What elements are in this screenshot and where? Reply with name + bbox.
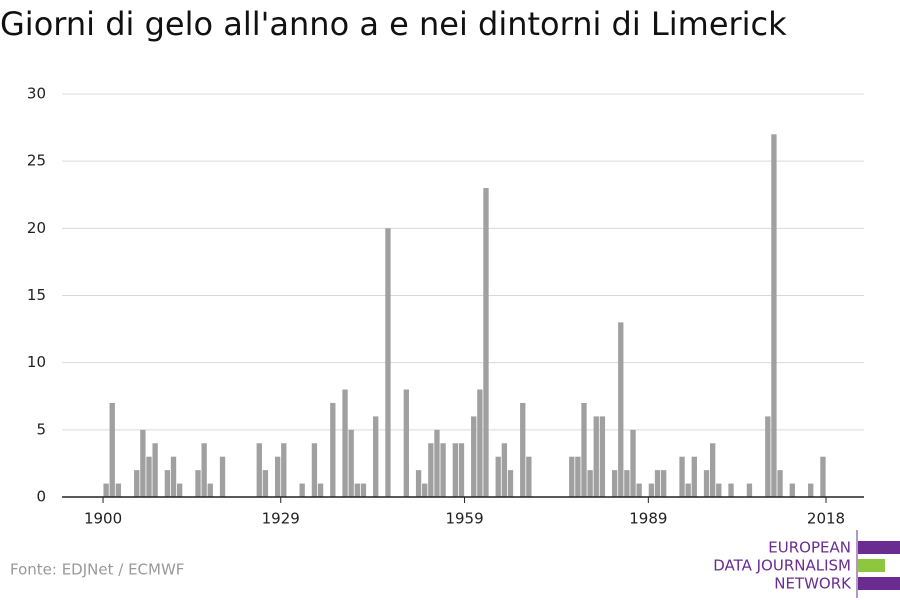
chart-title: Giorni di gelo all'anno a e nei dintorni…	[0, 5, 787, 43]
bar	[520, 402, 526, 497]
bar	[115, 483, 122, 497]
bar	[526, 456, 532, 497]
bar	[765, 416, 771, 497]
logo-line: DATA JOURNALISM	[713, 557, 851, 575]
bar	[507, 470, 514, 497]
bar	[636, 483, 642, 497]
bar	[624, 470, 630, 497]
bar	[311, 443, 318, 497]
bar	[275, 456, 281, 497]
bar	[483, 188, 489, 498]
bar	[618, 322, 624, 497]
bar	[771, 134, 777, 498]
bar	[109, 402, 115, 497]
bar	[820, 456, 826, 497]
bar	[630, 429, 636, 497]
bar	[789, 483, 795, 497]
bar	[648, 483, 655, 497]
bar	[207, 483, 213, 497]
bar	[710, 443, 716, 497]
bar	[348, 429, 354, 497]
y-tick-label: 20	[27, 219, 46, 237]
bar	[685, 483, 691, 497]
bar	[575, 456, 581, 497]
bar	[434, 429, 440, 497]
logo-bar	[858, 577, 900, 590]
bar	[170, 456, 177, 497]
bar	[373, 416, 379, 497]
bar	[219, 456, 226, 497]
logo-bar	[858, 559, 885, 572]
bar	[654, 470, 661, 497]
bar	[152, 443, 158, 497]
bar	[581, 402, 587, 497]
bar	[103, 483, 109, 497]
bar	[354, 483, 360, 497]
bar	[317, 483, 324, 497]
x-tick-label: 1959	[445, 510, 483, 528]
bar	[360, 483, 367, 497]
bar	[176, 483, 183, 497]
y-tick-label: 25	[27, 152, 46, 170]
bar	[746, 483, 753, 497]
bar	[587, 470, 593, 497]
bar	[703, 470, 710, 497]
bar	[422, 483, 428, 497]
bar	[195, 470, 201, 497]
bar	[452, 443, 459, 497]
y-tick-label: 0	[36, 488, 46, 506]
logo-line: EUROPEAN	[768, 539, 851, 557]
bar	[593, 416, 599, 497]
logo-line: NETWORK	[774, 575, 852, 593]
bar	[569, 456, 575, 497]
bar	[164, 470, 171, 497]
x-tick-label: 2018	[807, 510, 845, 528]
logo: EUROPEAN DATA JOURNALISM NETWORK	[713, 530, 900, 598]
bar	[611, 470, 618, 497]
bar	[691, 456, 697, 497]
bar	[428, 443, 434, 497]
bar	[458, 443, 465, 497]
bar	[140, 429, 146, 497]
bar	[342, 389, 348, 497]
bar	[808, 483, 814, 497]
logo-bar	[858, 541, 900, 554]
bar	[477, 389, 483, 497]
bar	[330, 402, 336, 497]
bar	[256, 443, 262, 497]
bar	[599, 416, 606, 497]
bar	[299, 483, 305, 497]
x-tick-label: 1989	[629, 510, 667, 528]
bar	[716, 483, 722, 497]
y-tick-label: 5	[36, 420, 46, 438]
bar	[501, 443, 508, 497]
x-tick-label: 1929	[262, 510, 300, 528]
bar	[134, 470, 140, 497]
bar	[403, 389, 409, 497]
bar	[201, 443, 207, 497]
bar	[777, 470, 783, 497]
y-tick-label: 30	[27, 85, 46, 103]
y-tick-label: 10	[27, 353, 46, 371]
x-tick-label: 1900	[84, 510, 122, 528]
bar	[281, 443, 287, 497]
bar	[660, 470, 667, 497]
bar	[146, 456, 152, 497]
bar	[385, 228, 391, 498]
bar	[415, 470, 422, 497]
source: Fonte: EDJNet / ECMWF	[10, 561, 184, 579]
y-tick-label: 15	[27, 286, 46, 304]
bar	[262, 470, 269, 497]
bar	[728, 483, 734, 497]
bar	[495, 456, 501, 497]
bar	[440, 443, 446, 497]
bar	[471, 416, 477, 497]
bar	[679, 456, 685, 497]
